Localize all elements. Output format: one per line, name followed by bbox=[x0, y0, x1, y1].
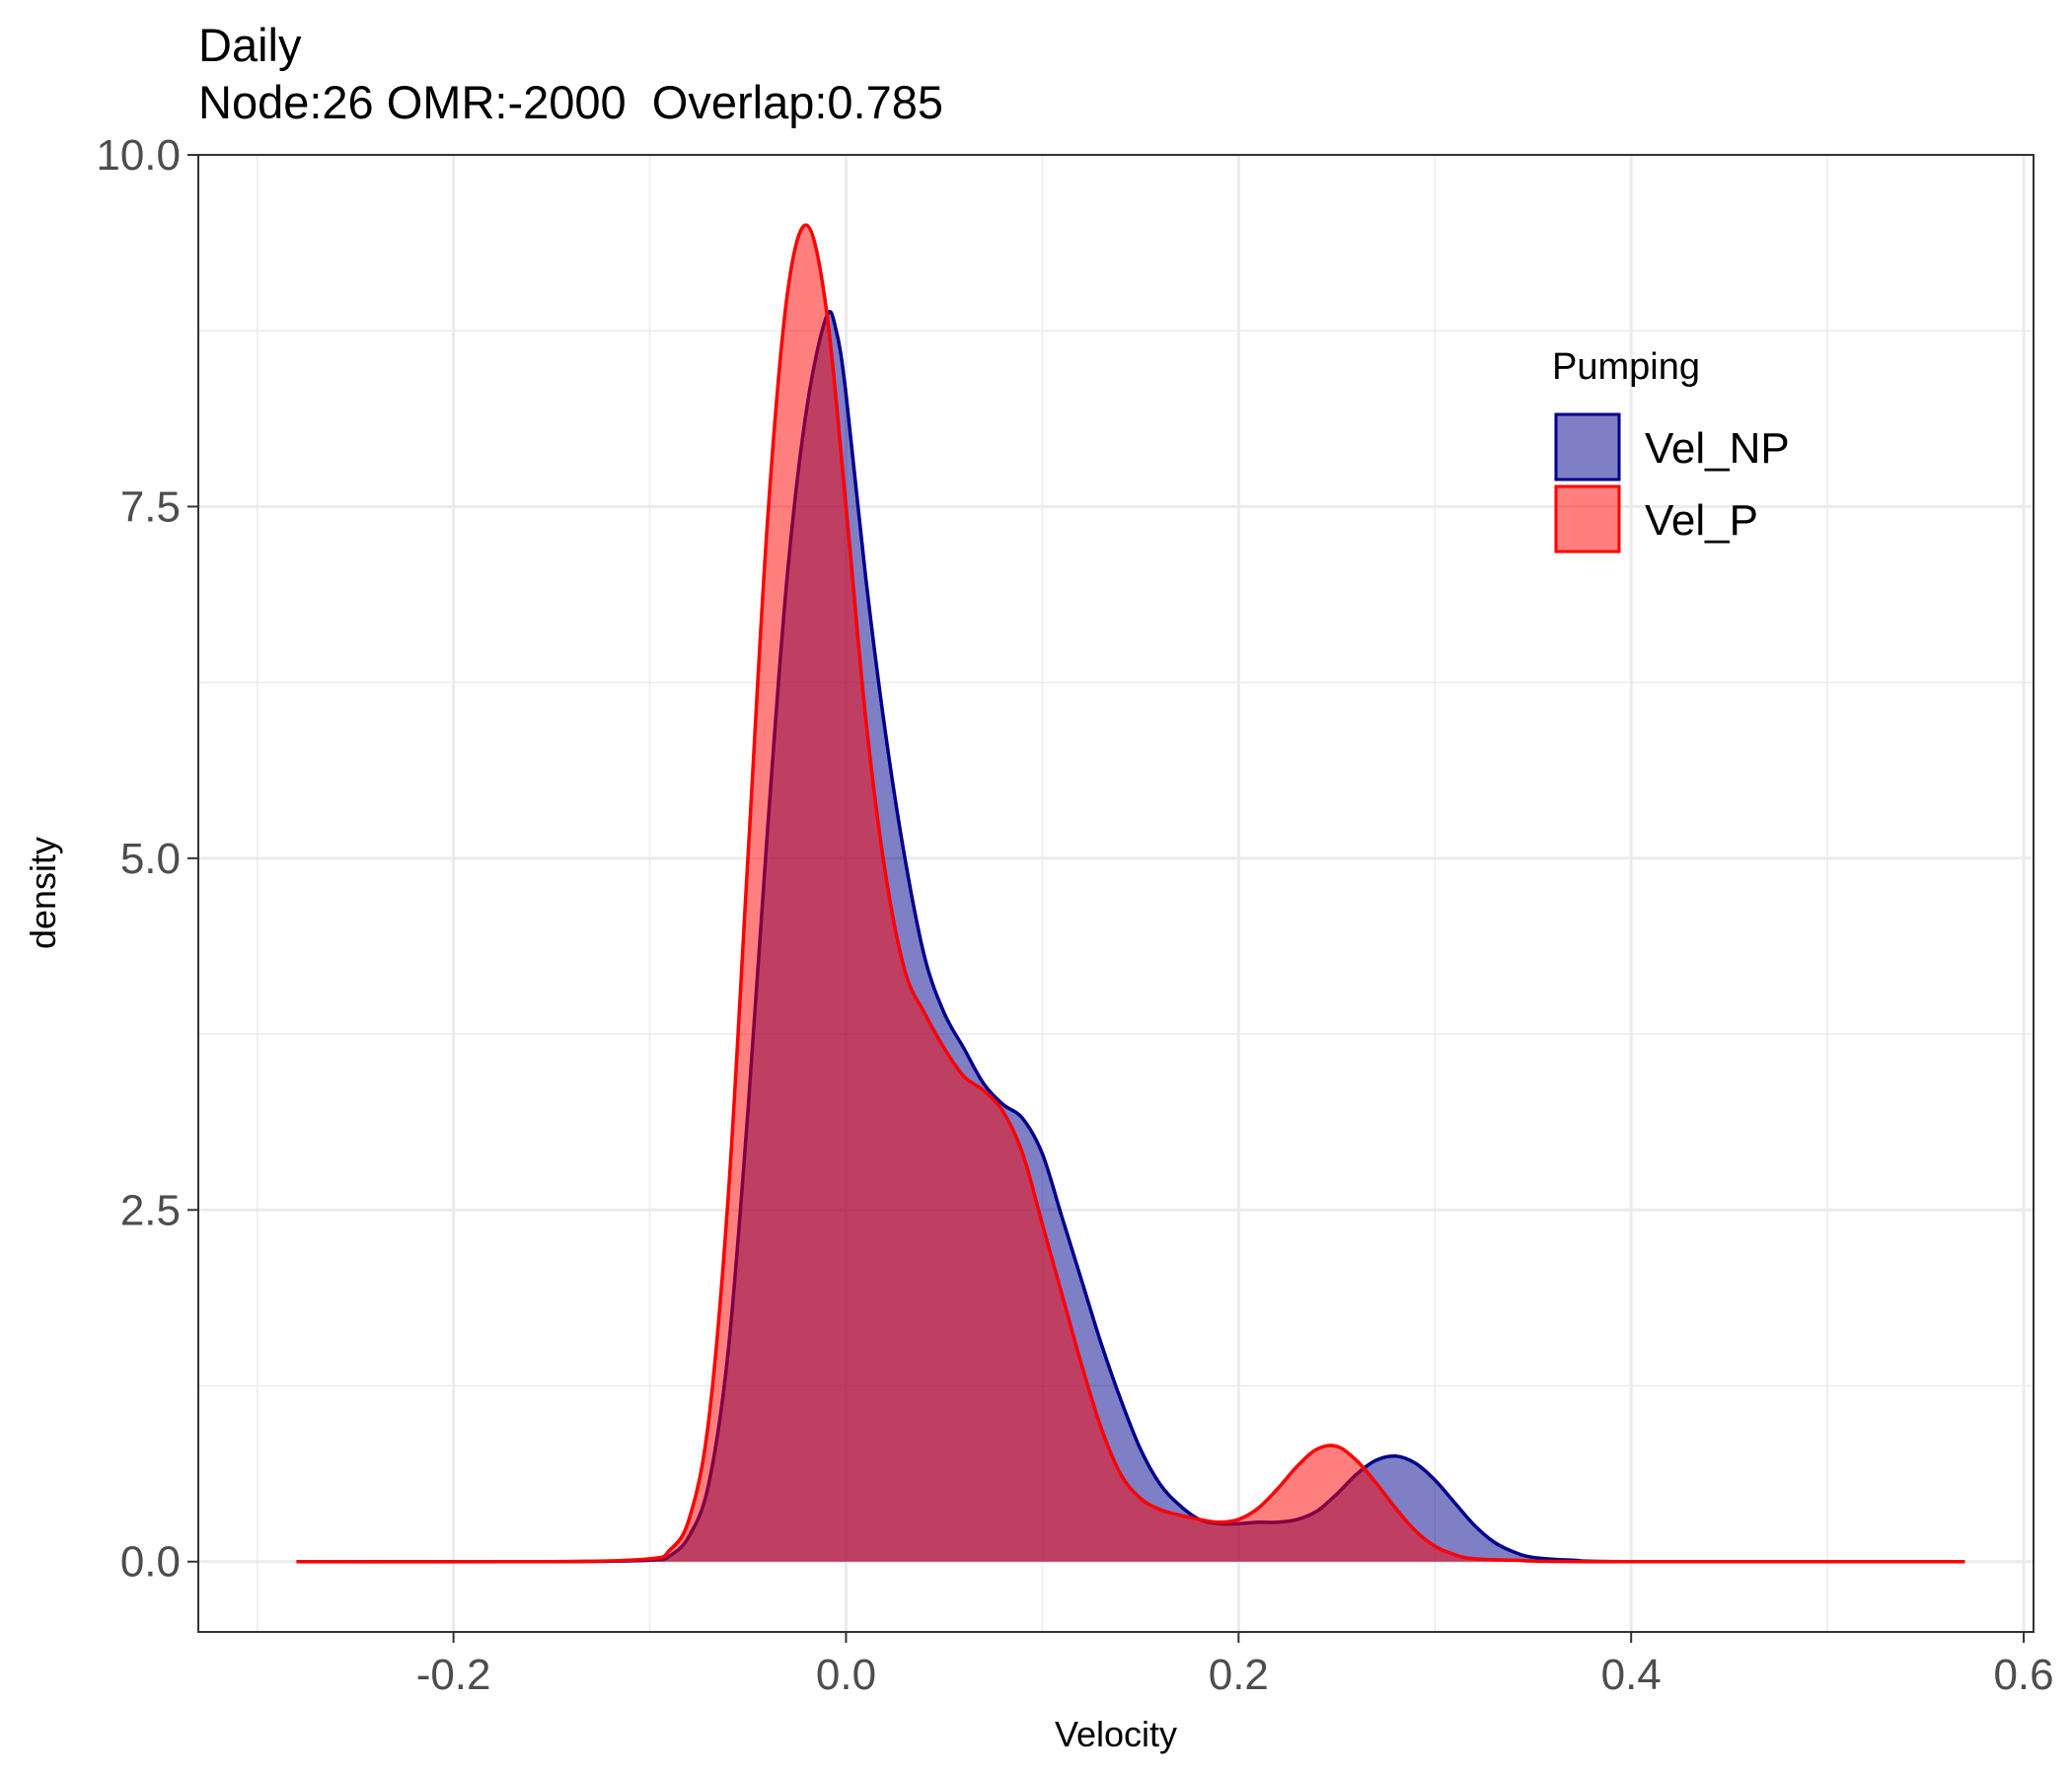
legend: Pumping Vel_NP Vel_P bbox=[1552, 346, 1790, 554]
plot-panel-border bbox=[197, 154, 2035, 1633]
chart-subtitle: Node:26 OMR:-2000 Overlap:0.785 bbox=[198, 76, 944, 128]
legend-label-vel-np: Vel_NP bbox=[1645, 424, 1790, 473]
chart-title: Daily bbox=[198, 19, 302, 71]
legend-label-vel-p: Vel_P bbox=[1645, 496, 1758, 545]
x-tick-label: 0.0 bbox=[816, 1651, 876, 1699]
y-tick-label: 0.0 bbox=[120, 1538, 181, 1587]
x-tick-label: 0.4 bbox=[1601, 1651, 1662, 1699]
x-axis-ticks: -0.2 0.0 0.2 0.4 0.6 bbox=[416, 1632, 2054, 1699]
y-axis-label: density bbox=[23, 837, 63, 949]
y-axis-ticks: 0.0 2.5 5.0 7.5 10.0 bbox=[96, 131, 198, 1587]
legend-key-vel-p bbox=[1554, 484, 1621, 554]
y-tick-label: 7.5 bbox=[120, 482, 181, 531]
density-line-vel-p bbox=[296, 223, 1965, 1564]
x-tick-label: 0.6 bbox=[1993, 1651, 2053, 1699]
y-tick-label: 10.0 bbox=[96, 131, 181, 180]
y-tick-label: 5.0 bbox=[120, 835, 181, 883]
legend-title: Pumping bbox=[1552, 346, 1700, 388]
y-tick-label: 2.5 bbox=[120, 1186, 181, 1234]
legend-key-vel-np bbox=[1554, 412, 1621, 481]
density-areas bbox=[296, 223, 1965, 1564]
x-tick-label: 0.2 bbox=[1209, 1651, 1269, 1699]
x-tick-label: -0.2 bbox=[416, 1651, 491, 1699]
x-axis-label: Velocity bbox=[1055, 1714, 1177, 1754]
